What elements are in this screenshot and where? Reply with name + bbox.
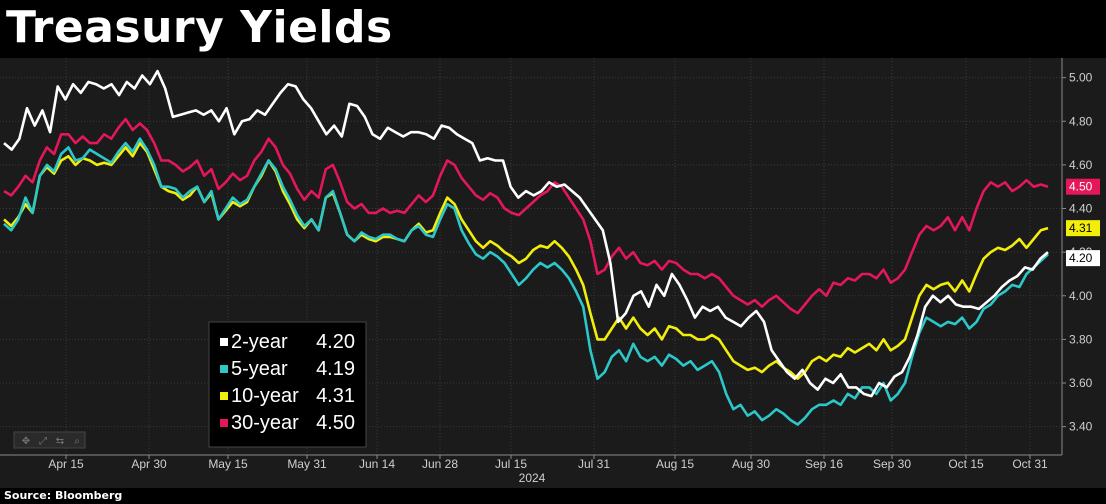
legend-swatch [220, 419, 228, 427]
svg-text:4.50: 4.50 [1069, 180, 1093, 194]
y-tick-label: 4.60 [1069, 158, 1093, 172]
chart-toolbar: ✥ ⤢ ⇆ ⌕ [13, 431, 86, 449]
series-line-30-year [3, 117, 1049, 315]
svg-text:✥: ✥ [22, 436, 30, 447]
svg-text:⌕: ⌕ [74, 436, 80, 447]
x-tick-label: Jul 31 [578, 457, 610, 471]
svg-text:4.20: 4.20 [1069, 251, 1093, 265]
y-tick-label: 4.00 [1069, 289, 1093, 303]
x-tick-label: Sep 30 [873, 457, 911, 471]
y-tick-labels: 3.40 3.60 3.80 4.00 4.20 4.40 4.60 4.80 5.00 [1062, 71, 1093, 434]
legend: 2-year 4.20 5-year 4.19 10-year 4.31 30-year 4.… [208, 321, 367, 448]
legend-entry-30-year: 30-year 4.50 [220, 412, 355, 434]
legend-box [208, 321, 367, 448]
legend-label: 30-year [231, 412, 299, 434]
legend-swatch [220, 338, 228, 346]
zoom-icon[interactable]: ⌕ [74, 436, 80, 447]
legend-label: 2-year [231, 331, 288, 353]
x-tick-label: Sep 16 [805, 457, 843, 471]
x-tick-label: Jun 14 [359, 457, 395, 471]
y-tick-label: 4.80 [1069, 114, 1093, 128]
legend-label: 10-year [231, 385, 299, 407]
legend-value: 4.31 [316, 385, 355, 407]
x-axis-title: 2024 [519, 471, 546, 485]
chart-panel [0, 58, 1106, 488]
x-tick-label: Apr 15 [48, 457, 84, 471]
last-value-10-year: 4.31 [1066, 220, 1100, 237]
legend-value: 4.50 [316, 412, 355, 434]
x-tick-label: Oct 31 [1012, 457, 1048, 471]
expand-icon[interactable]: ⤢ [39, 436, 47, 447]
legend-label: 5-year [231, 358, 288, 380]
svg-text:⇆: ⇆ [56, 436, 64, 447]
legend-entry-5-year: 5-year 4.19 [220, 358, 355, 380]
x-tick-label: Aug 15 [656, 457, 694, 471]
x-tick-label: May 31 [287, 457, 327, 471]
x-tick-label: Apr 30 [131, 457, 167, 471]
source-note: Source: Bloomberg [4, 489, 123, 502]
svg-text:4.31: 4.31 [1069, 221, 1093, 235]
move-icon[interactable]: ✥ [22, 436, 30, 447]
legend-value: 4.19 [316, 358, 355, 380]
x-tick-label: May 15 [208, 457, 248, 471]
last-value-labels: 4.50 4.31 4.20 [1066, 178, 1100, 267]
y-tick-label: 5.00 [1069, 71, 1093, 85]
legend-entry-2-year: 2-year 4.20 [220, 331, 355, 353]
x-tick-label: Oct 15 [948, 457, 984, 471]
y-tick-label: 3.80 [1069, 332, 1093, 346]
series-line-10-year [3, 141, 1049, 381]
series-lines [3, 69, 1049, 426]
y-tick-label: 4.40 [1069, 202, 1093, 216]
svg-text:⤢: ⤢ [39, 436, 47, 447]
chart-title: Treasury Yields [6, 2, 393, 53]
x-tick-label: Jun 28 [422, 457, 458, 471]
last-value-2-year: 4.20 [1066, 250, 1100, 267]
legend-swatch [220, 392, 228, 400]
legend-value: 4.20 [316, 331, 355, 353]
legend-entry-10-year: 10-year 4.31 [220, 385, 355, 407]
x-tick-labels: Apr 15 Apr 30 May 15 May 31 Jun 14 Jun 28 Jul … [48, 455, 1048, 471]
y-tick-label: 3.40 [1069, 420, 1093, 434]
series-line-2-year [3, 69, 1049, 398]
pan-icon[interactable]: ⇆ [56, 436, 64, 447]
y-tick-label: 3.60 [1069, 376, 1093, 390]
last-value-30-year: 4.50 [1066, 178, 1100, 195]
x-tick-label: Jul 15 [495, 457, 527, 471]
legend-swatch [220, 365, 228, 373]
x-tick-label: Aug 30 [732, 457, 770, 471]
grid-lines [0, 58, 1062, 455]
